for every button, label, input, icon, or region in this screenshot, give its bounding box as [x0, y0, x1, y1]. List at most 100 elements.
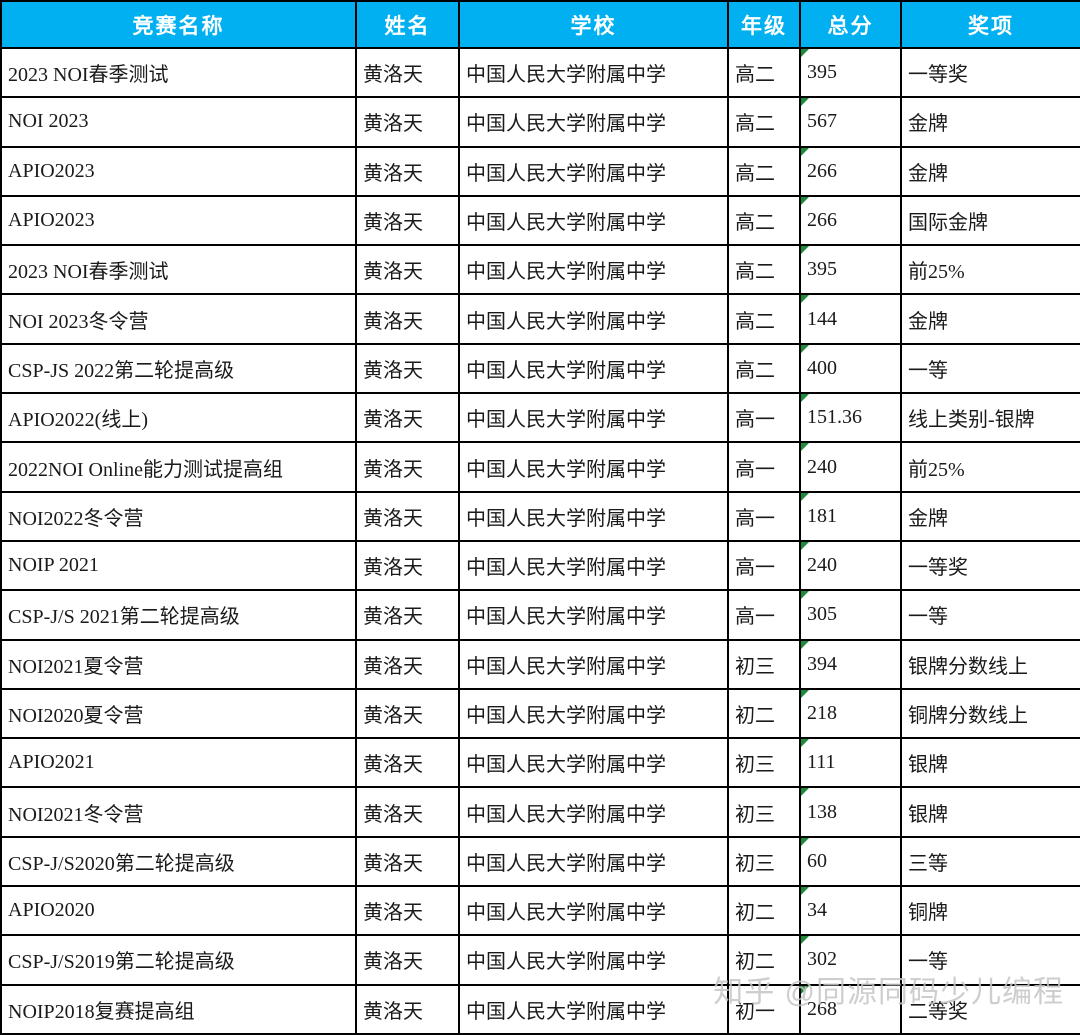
cell-competition[interactable]: APIO2020 [0, 885, 357, 937]
cell-name[interactable]: 黄洛天 [355, 885, 460, 937]
cell-score[interactable]: 111 [799, 737, 902, 789]
cell-award[interactable]: 一等奖 [900, 46, 1080, 99]
cell-award[interactable]: 二等奖 [900, 983, 1080, 1035]
cell-score[interactable]: 395 [799, 244, 902, 296]
cell-name[interactable]: 黄洛天 [355, 687, 460, 740]
cell-name[interactable]: 黄洛天 [355, 638, 460, 690]
cell-school[interactable]: 中国人民大学附属中学 [458, 96, 729, 148]
cell-grade[interactable]: 初三 [727, 638, 801, 690]
cell-competition[interactable]: NOI2021夏令营 [0, 638, 357, 690]
cell-score[interactable]: 266 [799, 194, 902, 247]
cell-name[interactable]: 黄洛天 [355, 835, 460, 888]
cell-name[interactable]: 黄洛天 [355, 983, 460, 1035]
cell-score[interactable]: 400 [799, 342, 902, 395]
cell-competition[interactable]: NOI2020夏令营 [0, 687, 357, 740]
cell-grade[interactable]: 高一 [727, 490, 801, 542]
cell-grade[interactable]: 初一 [727, 983, 801, 1035]
cell-award[interactable]: 银牌分数线上 [900, 638, 1080, 690]
cell-school[interactable]: 中国人民大学附属中学 [458, 885, 729, 937]
cell-name[interactable]: 黄洛天 [355, 392, 460, 444]
cell-grade[interactable]: 高一 [727, 539, 801, 592]
cell-name[interactable]: 黄洛天 [355, 786, 460, 838]
cell-award[interactable]: 银牌 [900, 786, 1080, 838]
cell-grade[interactable]: 高二 [727, 342, 801, 395]
cell-name[interactable]: 黄洛天 [355, 293, 460, 345]
cell-award[interactable]: 三等 [900, 835, 1080, 888]
cell-score[interactable]: 34 [799, 885, 902, 937]
cell-score[interactable]: 144 [799, 293, 902, 345]
cell-competition[interactable]: NOI 2023冬令营 [0, 293, 357, 345]
cell-competition[interactable]: 2023 NOI春季测试 [0, 46, 357, 99]
cell-name[interactable]: 黄洛天 [355, 194, 460, 247]
cell-school[interactable]: 中国人民大学附属中学 [458, 737, 729, 789]
cell-school[interactable]: 中国人民大学附属中学 [458, 441, 729, 493]
cell-score[interactable]: 138 [799, 786, 902, 838]
cell-score[interactable]: 305 [799, 589, 902, 641]
cell-award[interactable]: 金牌 [900, 145, 1080, 197]
cell-school[interactable]: 中国人民大学附属中学 [458, 244, 729, 296]
cell-award[interactable]: 金牌 [900, 490, 1080, 542]
cell-school[interactable]: 中国人民大学附属中学 [458, 539, 729, 592]
cell-competition[interactable]: CSP-J/S2020第二轮提高级 [0, 835, 357, 888]
cell-award[interactable]: 金牌 [900, 96, 1080, 148]
cell-school[interactable]: 中国人民大学附属中学 [458, 46, 729, 99]
cell-name[interactable]: 黄洛天 [355, 46, 460, 99]
cell-name[interactable]: 黄洛天 [355, 441, 460, 493]
cell-school[interactable]: 中国人民大学附属中学 [458, 392, 729, 444]
cell-grade[interactable]: 高一 [727, 392, 801, 444]
cell-name[interactable]: 黄洛天 [355, 490, 460, 542]
cell-competition[interactable]: APIO2022(线上) [0, 392, 357, 444]
cell-score[interactable]: 567 [799, 96, 902, 148]
cell-grade[interactable]: 初二 [727, 885, 801, 937]
cell-award[interactable]: 铜牌 [900, 885, 1080, 937]
cell-competition[interactable]: 2022NOI Online能力测试提高组 [0, 441, 357, 493]
cell-school[interactable]: 中国人民大学附属中学 [458, 934, 729, 986]
cell-award[interactable]: 前25% [900, 441, 1080, 493]
cell-competition[interactable]: NOI2021冬令营 [0, 786, 357, 838]
cell-grade[interactable]: 初二 [727, 934, 801, 986]
cell-school[interactable]: 中国人民大学附属中学 [458, 145, 729, 197]
cell-score[interactable]: 218 [799, 687, 902, 740]
cell-competition[interactable]: CSP-J/S 2021第二轮提高级 [0, 589, 357, 641]
cell-competition[interactable]: NOIP2018复赛提高组 [0, 983, 357, 1035]
cell-school[interactable]: 中国人民大学附属中学 [458, 194, 729, 247]
cell-grade[interactable]: 初三 [727, 786, 801, 838]
cell-score[interactable]: 240 [799, 539, 902, 592]
cell-name[interactable]: 黄洛天 [355, 145, 460, 197]
cell-award[interactable]: 国际金牌 [900, 194, 1080, 247]
cell-award[interactable]: 前25% [900, 244, 1080, 296]
cell-school[interactable]: 中国人民大学附属中学 [458, 835, 729, 888]
cell-score[interactable]: 302 [799, 934, 902, 986]
cell-school[interactable]: 中国人民大学附属中学 [458, 293, 729, 345]
cell-school[interactable]: 中国人民大学附属中学 [458, 589, 729, 641]
cell-school[interactable]: 中国人民大学附属中学 [458, 983, 729, 1035]
cell-award[interactable]: 一等奖 [900, 539, 1080, 592]
cell-award[interactable]: 线上类别-银牌 [900, 392, 1080, 444]
cell-grade[interactable]: 高二 [727, 46, 801, 99]
cell-award[interactable]: 金牌 [900, 293, 1080, 345]
cell-score[interactable]: 268 [799, 983, 902, 1035]
cell-school[interactable]: 中国人民大学附属中学 [458, 786, 729, 838]
cell-school[interactable]: 中国人民大学附属中学 [458, 638, 729, 690]
cell-school[interactable]: 中国人民大学附属中学 [458, 342, 729, 395]
cell-grade[interactable]: 初三 [727, 835, 801, 888]
cell-grade[interactable]: 高一 [727, 441, 801, 493]
cell-score[interactable]: 394 [799, 638, 902, 690]
cell-grade[interactable]: 初二 [727, 687, 801, 740]
cell-award[interactable]: 一等 [900, 589, 1080, 641]
cell-grade[interactable]: 高二 [727, 194, 801, 247]
cell-competition[interactable]: NOI 2023 [0, 96, 357, 148]
cell-name[interactable]: 黄洛天 [355, 244, 460, 296]
cell-score[interactable]: 181 [799, 490, 902, 542]
cell-award[interactable]: 一等 [900, 342, 1080, 395]
cell-competition[interactable]: APIO2021 [0, 737, 357, 789]
cell-competition[interactable]: CSP-JS 2022第二轮提高级 [0, 342, 357, 395]
cell-competition[interactable]: NOI2022冬令营 [0, 490, 357, 542]
cell-competition[interactable]: CSP-J/S2019第二轮提高级 [0, 934, 357, 986]
cell-score[interactable]: 240 [799, 441, 902, 493]
cell-grade[interactable]: 高二 [727, 96, 801, 148]
cell-grade[interactable]: 初三 [727, 737, 801, 789]
cell-award[interactable]: 一等 [900, 934, 1080, 986]
cell-competition[interactable]: 2023 NOI春季测试 [0, 244, 357, 296]
cell-name[interactable]: 黄洛天 [355, 96, 460, 148]
